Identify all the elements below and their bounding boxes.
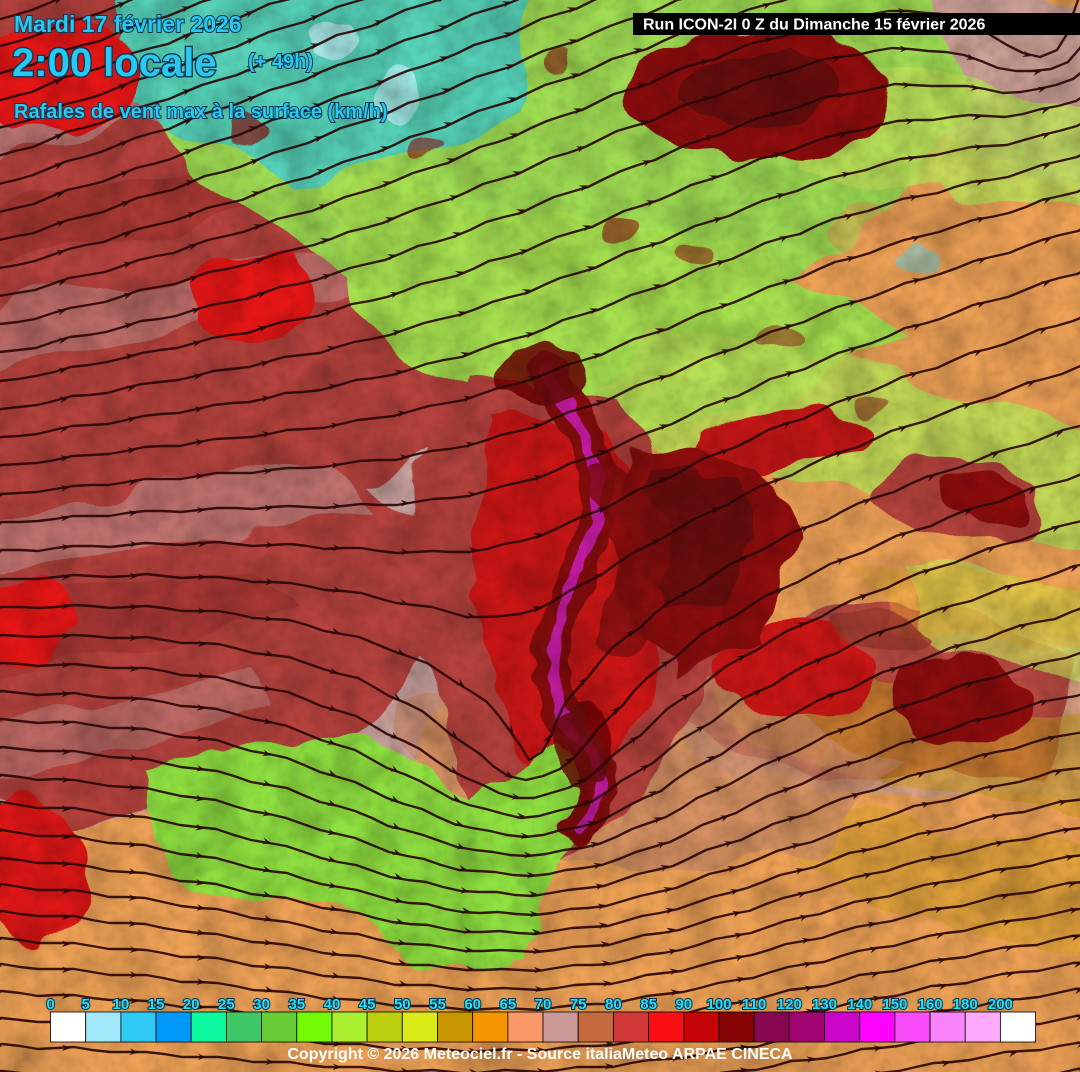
svg-text:85: 85 — [640, 996, 657, 1013]
svg-text:60: 60 — [464, 996, 481, 1013]
svg-text:Copyright © 2026 Meteociel.fr: Copyright © 2026 Meteociel.fr - Source i… — [287, 1046, 793, 1063]
svg-text:Run ICON-2I 0 Z du Dimanche 15: Run ICON-2I 0 Z du Dimanche 15 février 2… — [643, 17, 985, 34]
svg-text:35: 35 — [288, 996, 305, 1013]
svg-text:(+ 49h): (+ 49h) — [248, 51, 313, 73]
svg-text:140: 140 — [847, 996, 872, 1013]
svg-text:65: 65 — [500, 996, 517, 1013]
svg-text:90: 90 — [675, 996, 692, 1013]
svg-text:20: 20 — [183, 996, 200, 1013]
svg-text:110: 110 — [742, 996, 766, 1013]
svg-text:25: 25 — [218, 996, 235, 1013]
svg-text:10: 10 — [113, 996, 130, 1013]
svg-text:50: 50 — [394, 996, 411, 1013]
svg-text:200: 200 — [988, 996, 1013, 1013]
svg-text:75: 75 — [570, 996, 587, 1013]
svg-text:45: 45 — [359, 996, 376, 1013]
svg-text:Rafales de vent max à la surfa: Rafales de vent max à la surface (km/h) — [14, 101, 388, 123]
svg-text:150: 150 — [882, 996, 907, 1013]
svg-text:15: 15 — [148, 996, 165, 1013]
svg-text:160: 160 — [918, 996, 943, 1013]
svg-text:70: 70 — [535, 996, 552, 1013]
svg-text:120: 120 — [777, 996, 802, 1013]
svg-text:2:00 locale: 2:00 locale — [12, 41, 217, 85]
svg-text:40: 40 — [324, 996, 341, 1013]
svg-text:80: 80 — [605, 996, 622, 1013]
svg-text:100: 100 — [706, 996, 731, 1013]
svg-text:0: 0 — [46, 996, 54, 1013]
svg-text:55: 55 — [429, 996, 446, 1013]
svg-text:180: 180 — [953, 996, 978, 1013]
svg-text:30: 30 — [253, 996, 270, 1013]
svg-text:5: 5 — [82, 996, 90, 1013]
svg-text:Mardi 17 février 2026: Mardi 17 février 2026 — [14, 11, 242, 37]
svg-text:130: 130 — [812, 996, 837, 1013]
